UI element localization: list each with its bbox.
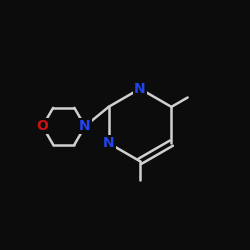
Text: N: N <box>103 136 115 150</box>
Text: N: N <box>134 82 146 96</box>
Text: N: N <box>79 119 91 133</box>
Text: O: O <box>36 119 48 133</box>
